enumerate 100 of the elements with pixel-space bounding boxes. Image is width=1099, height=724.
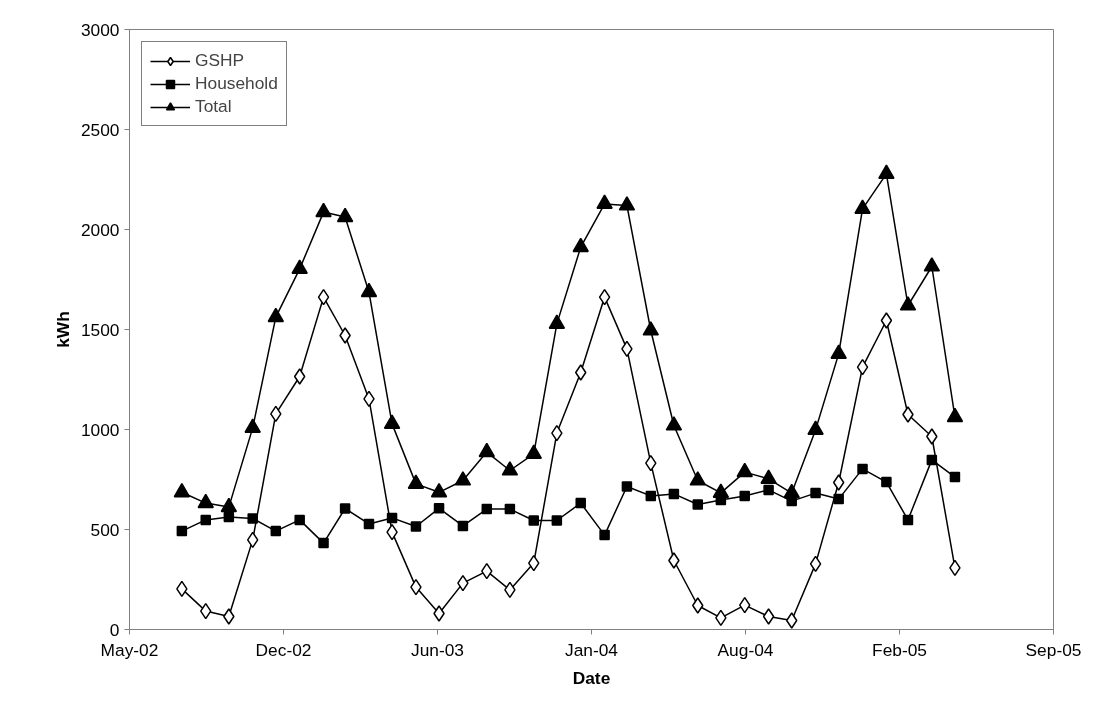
point	[457, 520, 469, 532]
point	[712, 483, 730, 498]
y-tick-label: 0	[109, 619, 120, 640]
point	[689, 471, 707, 486]
point	[386, 512, 398, 524]
point	[899, 296, 917, 311]
point	[618, 196, 636, 211]
x-tick-label: Sep-05	[1025, 639, 1082, 660]
x-tick-label: Feb-05	[872, 639, 927, 660]
point	[244, 418, 261, 433]
point	[247, 513, 258, 524]
y-tick-label: 2500	[80, 119, 120, 140]
point	[810, 487, 821, 499]
point	[200, 514, 211, 526]
legend-label: GSHP	[195, 50, 245, 71]
point	[339, 327, 351, 344]
point	[881, 476, 892, 488]
point	[856, 358, 869, 376]
point	[739, 490, 750, 502]
point	[596, 194, 613, 209]
point	[923, 257, 941, 272]
point	[501, 461, 519, 476]
x-tick-label: Jun-03	[411, 639, 464, 660]
point	[336, 207, 354, 223]
x-tick-label: Aug-04	[717, 639, 774, 660]
point	[433, 605, 445, 622]
point	[407, 474, 425, 489]
point	[946, 407, 964, 423]
point	[760, 469, 777, 484]
point	[223, 608, 235, 625]
point	[572, 237, 589, 253]
x-axis-title: Date	[572, 667, 611, 688]
point	[598, 288, 611, 306]
point	[949, 471, 961, 483]
point	[809, 555, 822, 573]
point	[525, 444, 542, 459]
point	[880, 312, 893, 329]
point	[902, 514, 914, 526]
point	[176, 525, 188, 537]
point	[830, 344, 847, 359]
point	[574, 364, 587, 381]
point	[575, 497, 586, 509]
point	[668, 488, 680, 500]
point	[270, 525, 282, 537]
point	[878, 164, 895, 179]
point	[854, 199, 871, 214]
point	[832, 474, 845, 491]
point	[197, 493, 214, 509]
point	[410, 521, 422, 532]
point	[762, 608, 775, 625]
y-tick-label: 1500	[80, 319, 120, 340]
point	[857, 463, 868, 475]
point	[383, 414, 401, 429]
point	[785, 612, 798, 629]
x-tick-label: Jan-04	[565, 639, 619, 660]
point	[551, 515, 563, 526]
y-tick-label: 1000	[80, 419, 120, 440]
point	[173, 482, 191, 498]
point	[902, 406, 914, 423]
point	[339, 503, 351, 514]
point	[833, 493, 844, 505]
point	[621, 481, 633, 492]
point	[645, 490, 657, 502]
point	[199, 602, 212, 620]
point	[642, 321, 660, 336]
y-tick-label: 3000	[80, 19, 120, 40]
legend-label: Household	[195, 73, 278, 94]
y-tick-label: 2000	[80, 219, 120, 240]
point	[478, 442, 496, 458]
point	[926, 428, 938, 445]
point	[360, 282, 378, 298]
point	[430, 482, 448, 498]
point	[668, 552, 680, 569]
point	[665, 416, 683, 431]
point	[692, 597, 704, 614]
point	[318, 537, 329, 549]
y-tick-label: 500	[90, 519, 120, 540]
x-tick-label: May-02	[100, 639, 159, 660]
point	[926, 454, 938, 466]
point	[763, 484, 774, 496]
point	[783, 483, 800, 499]
point	[317, 288, 330, 306]
point	[246, 531, 259, 549]
point	[548, 314, 566, 329]
point	[433, 503, 445, 514]
point	[294, 514, 305, 526]
point	[528, 515, 539, 526]
point	[363, 518, 375, 530]
point	[223, 511, 235, 523]
point	[736, 462, 753, 478]
point	[481, 503, 493, 515]
point	[504, 503, 516, 515]
point	[267, 307, 285, 323]
x-tick-label: Dec-02	[255, 639, 312, 660]
point	[293, 368, 306, 385]
point	[738, 596, 751, 614]
point	[807, 420, 824, 435]
point	[315, 202, 332, 218]
y-axis-title: kWh	[52, 311, 73, 348]
point	[454, 471, 472, 486]
